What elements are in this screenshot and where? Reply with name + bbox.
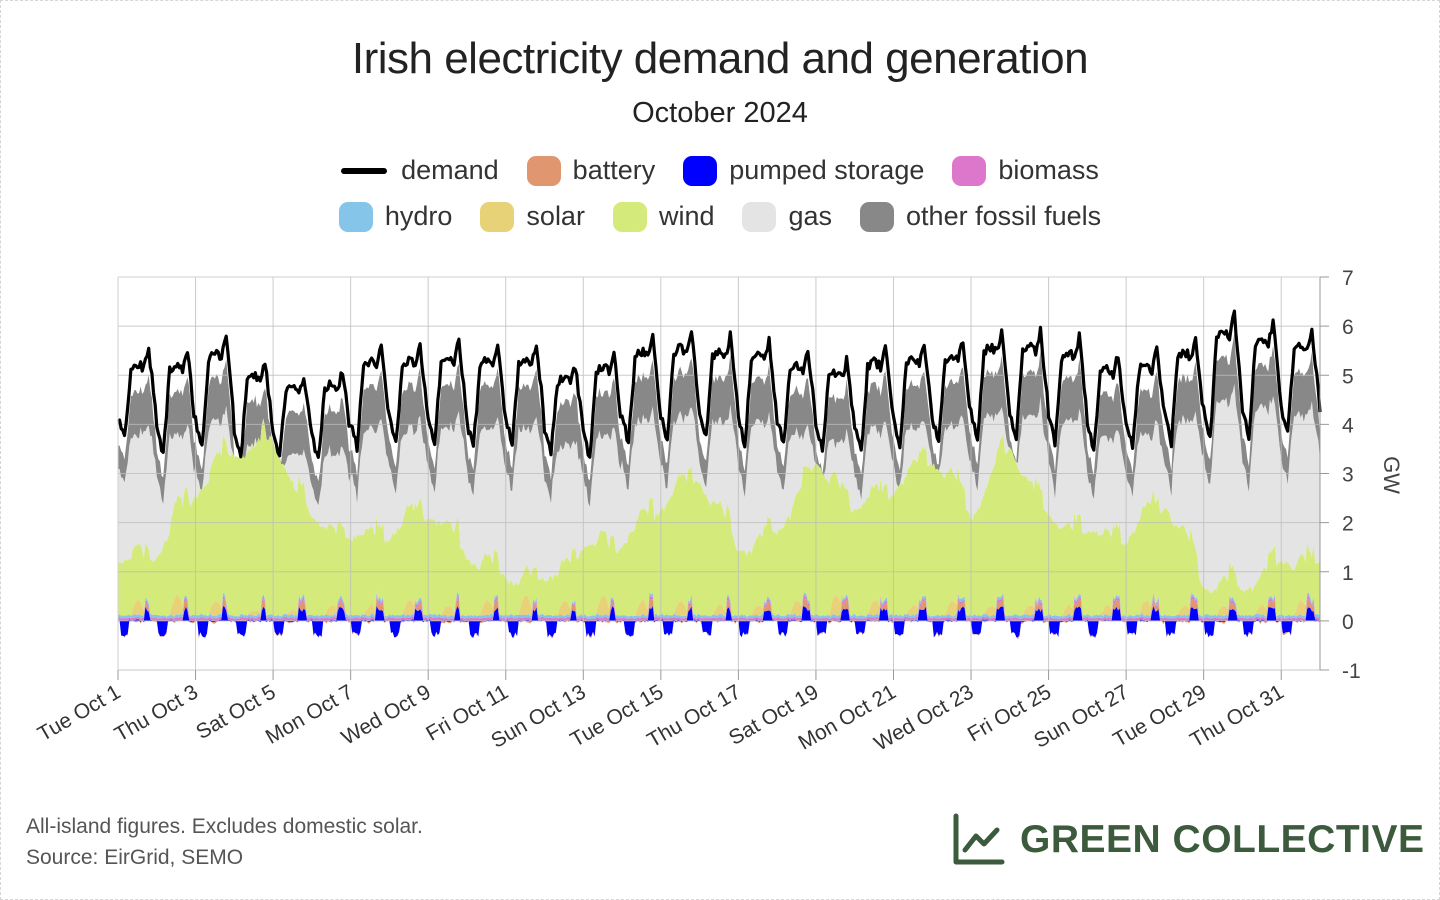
brand-name: GREEN COLLECTIVE <box>1020 818 1425 861</box>
legend-item-hydro[interactable]: hydro <box>338 201 453 232</box>
y-tick-label: 1 <box>1342 562 1354 585</box>
legend-swatch-solar <box>480 201 515 232</box>
battery-negative-area <box>118 620 1320 640</box>
demand-line <box>116 309 1322 459</box>
other-fossil-area <box>118 333 1320 507</box>
legend-swatch-biomass <box>952 155 987 186</box>
legend-swatch-other-fossil <box>860 201 895 232</box>
y-tick-label: 5 <box>1342 365 1354 388</box>
legend-item-pumped-storage[interactable]: pumped storage <box>683 155 924 186</box>
legend-label: hydro <box>384 201 453 231</box>
area-layers <box>118 333 1320 640</box>
legend-label: other fossil fuels <box>906 201 1102 231</box>
legend-row-1: demand battery pumped storage biomass <box>0 155 1440 186</box>
y-tick-label: 6 <box>1342 316 1354 339</box>
legend-item-gas[interactable]: gas <box>742 201 832 232</box>
legend-item-demand[interactable]: demand <box>341 155 499 186</box>
line-layers <box>116 309 1322 459</box>
pumped-storage-negative-area <box>118 620 1320 638</box>
legend-label: biomass <box>998 155 1099 185</box>
legend-item-biomass[interactable]: biomass <box>952 155 1099 186</box>
y-tick-label: 7 <box>1342 267 1354 290</box>
solar-area <box>118 589 1320 617</box>
y-tick-label: 0 <box>1342 611 1354 634</box>
legend-swatch-wind <box>612 201 647 232</box>
y-tick-label: 4 <box>1342 414 1354 437</box>
wind-area <box>118 418 1320 617</box>
gridlines <box>117 276 1320 671</box>
pumped-area <box>118 606 1320 621</box>
y-tick-label: 2 <box>1342 513 1354 536</box>
footnote-line-1: All-island figures. Excludes domestic so… <box>26 815 423 838</box>
legend-item-other-fossil[interactable]: other fossil fuels <box>860 201 1101 232</box>
legend-swatch-demand <box>341 167 388 174</box>
legend-label: battery <box>572 155 656 185</box>
legend-label: pumped storage <box>729 155 925 185</box>
brand-logo: GREEN COLLECTIVE <box>952 812 1425 868</box>
legend-row-2: hydro solar wind gas other fossil fuels <box>0 201 1440 232</box>
y-axis-label: GW <box>1379 456 1404 494</box>
legend-swatch-hydro <box>338 201 373 232</box>
chart-title: Irish electricity demand and generation <box>351 34 1089 83</box>
x-tick-label: Wed Oct 9 <box>338 680 435 749</box>
hydro-area <box>118 591 1320 619</box>
footnote-line-2: Source: EirGrid, SEMO <box>26 846 244 869</box>
legend-label: gas <box>788 201 833 231</box>
legend-swatch-battery <box>526 155 561 186</box>
legend-item-wind[interactable]: wind <box>612 201 715 232</box>
legend-item-solar[interactable]: solar <box>480 201 585 232</box>
chart-subtitle: October 2024 <box>632 97 808 129</box>
legend-swatch-gas <box>742 201 777 232</box>
legend-swatch-pumped-storage <box>683 155 718 186</box>
biomass-area <box>118 594 1320 621</box>
x-tick-label: Tue Oct 1 <box>34 680 125 746</box>
legend-item-battery[interactable]: battery <box>526 155 656 186</box>
y-tick-label: 3 <box>1342 464 1354 487</box>
y-tick-label: -1 <box>1342 660 1361 683</box>
gas-area <box>118 383 1320 593</box>
legend-label: solar <box>526 201 585 231</box>
line-chart-icon <box>953 813 1005 865</box>
x-tick-label: Thu Oct 3 <box>111 680 202 746</box>
legend-label: wind <box>658 201 715 231</box>
legend-label: demand <box>401 155 499 185</box>
